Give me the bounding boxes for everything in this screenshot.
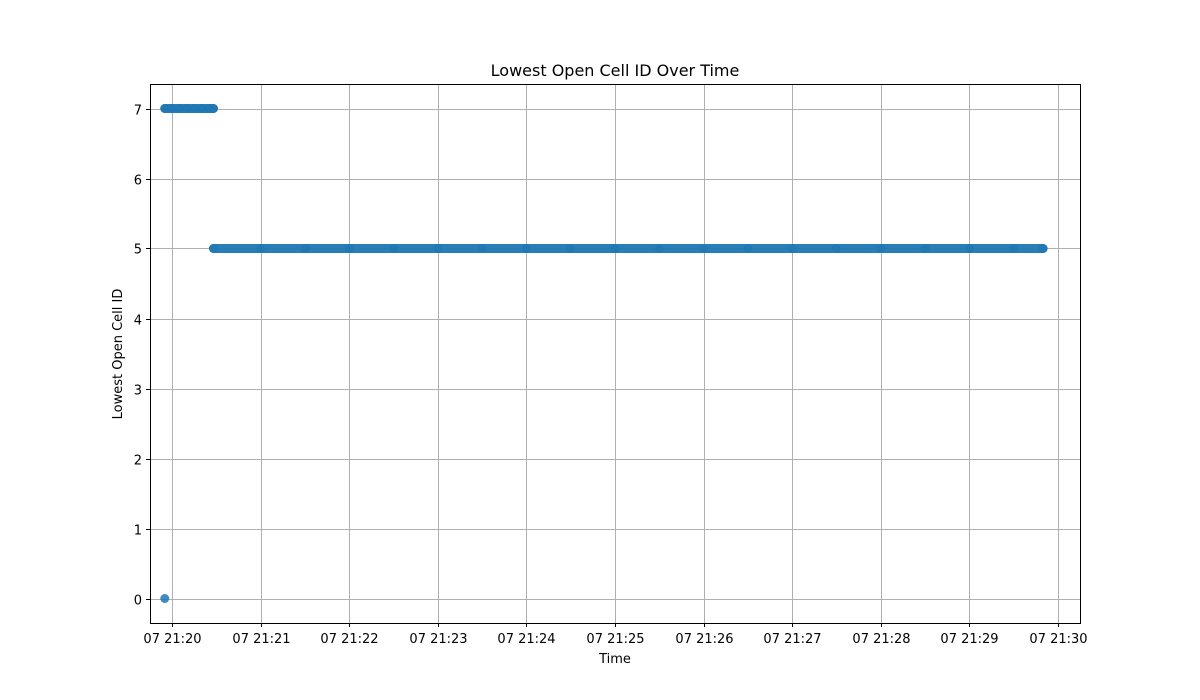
data-point [920, 244, 930, 253]
x-tick-label: 07 21:27 [763, 632, 821, 647]
data-point [182, 104, 192, 113]
x-tick-label: 07 21:21 [232, 632, 290, 647]
y-tick-label: 0 [134, 594, 142, 609]
chart-title: Lowest Open Cell ID Over Time [491, 61, 740, 80]
y-axis-label: Lowest Open Cell ID [111, 289, 126, 420]
x-tick-label: 07 21:22 [320, 632, 378, 647]
y-tick-label: 7 [134, 104, 142, 119]
data-point [160, 594, 170, 603]
x-tick-label: 07 21:23 [409, 632, 467, 647]
grid-lines [150, 84, 1080, 623]
data-point [699, 244, 709, 253]
data-point [300, 244, 310, 253]
data-point [175, 104, 185, 113]
y-tick-label: 3 [134, 384, 142, 399]
data-point [197, 104, 207, 113]
data-point [831, 244, 841, 253]
data-point [433, 244, 443, 253]
x-tick-label: 07 21:28 [852, 632, 910, 647]
data-point [189, 104, 199, 113]
y-tick-label: 6 [134, 174, 142, 189]
y-tick-label: 5 [134, 243, 142, 258]
x-tick-label: 07 21:29 [940, 632, 998, 647]
data-point [521, 244, 531, 253]
data-point [256, 244, 266, 253]
data-point [167, 104, 177, 113]
data-point [389, 244, 399, 253]
data-point [964, 244, 974, 253]
y-tick-label: 2 [134, 454, 142, 469]
data-point [566, 244, 576, 253]
data-point [610, 244, 620, 253]
data-point [344, 244, 354, 253]
x-tick-label: 07 21:25 [586, 632, 644, 647]
data-bands [160, 104, 1048, 253]
x-tick-label: 07 21:30 [1029, 632, 1087, 647]
data-point [1009, 244, 1019, 253]
data-point [477, 244, 487, 253]
data-point [160, 104, 170, 113]
y-tick-label: 1 [134, 524, 142, 539]
y-tick-label: 4 [134, 314, 142, 329]
data-points [160, 104, 1048, 603]
x-tick-label: 07 21:26 [675, 632, 733, 647]
x-tick-label: 07 21:20 [143, 632, 201, 647]
data-point [743, 244, 753, 253]
data-point [876, 244, 886, 253]
data-point [208, 104, 218, 113]
y-axis: 0 1 2 3 4 5 6 7 [134, 104, 150, 609]
data-point [208, 244, 218, 253]
x-axis: 07 21:20 07 21:21 07 21:22 07 21:23 07 21:24… [143, 623, 1088, 647]
x-axis-label: Time [598, 652, 631, 667]
data-point [787, 244, 797, 253]
data-point [654, 244, 664, 253]
data-point [1038, 244, 1048, 253]
x-tick-label: 07 21:24 [497, 632, 555, 647]
